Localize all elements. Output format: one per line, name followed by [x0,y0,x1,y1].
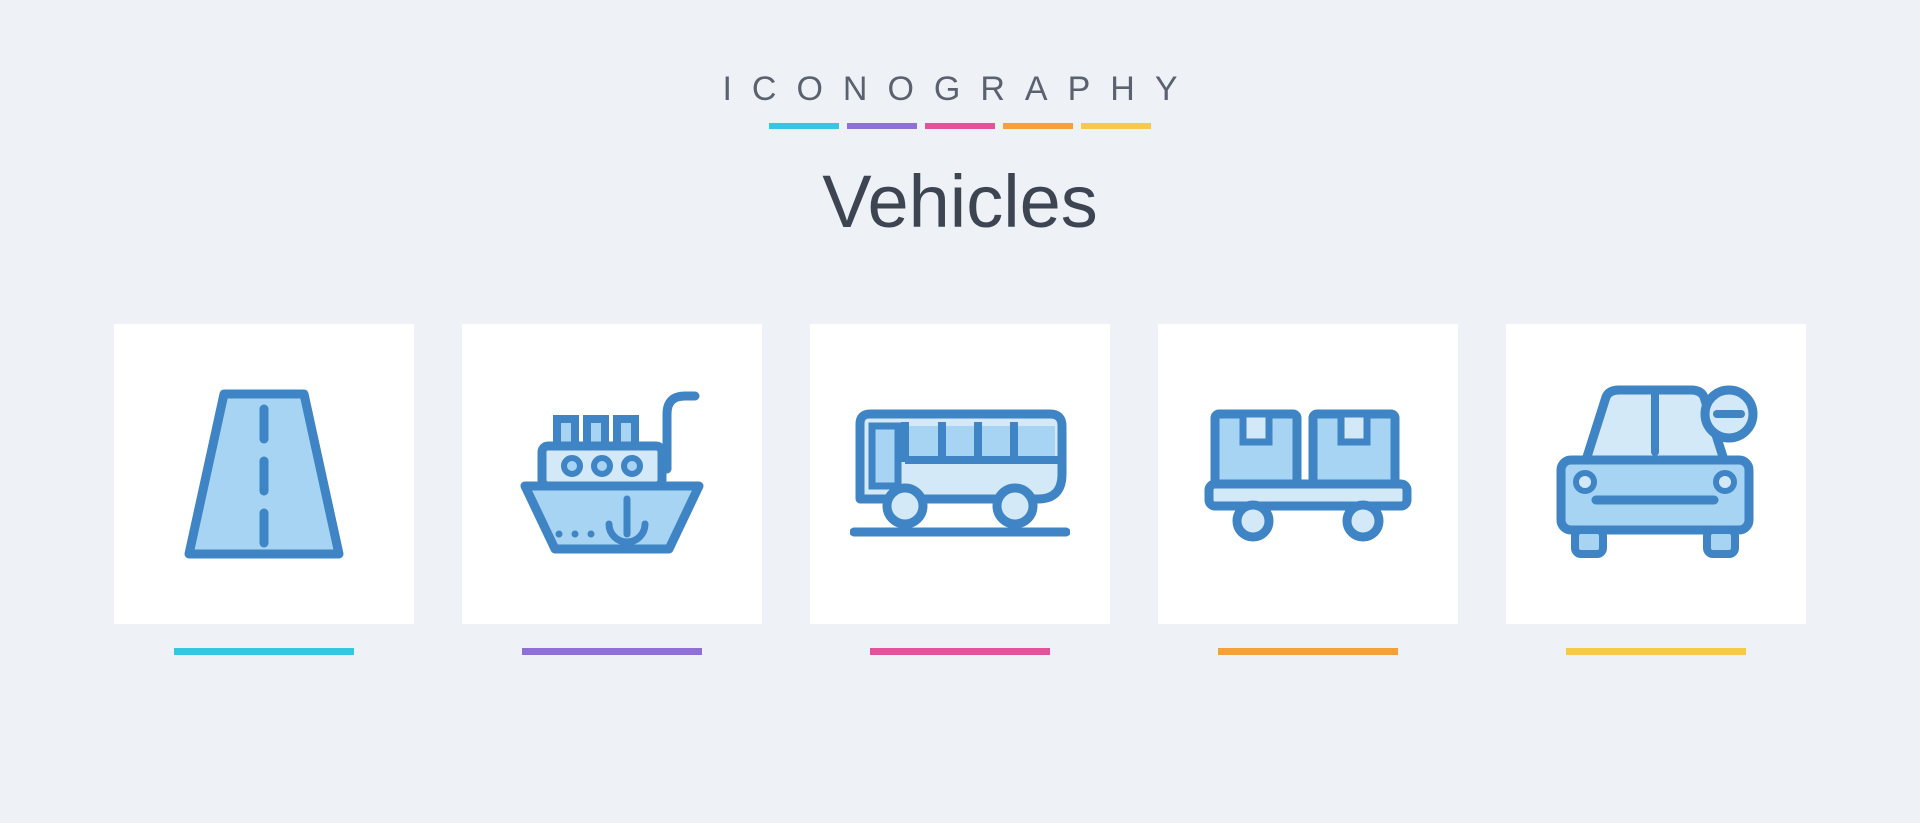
card-bus [810,324,1110,655]
car-icon [1551,382,1761,567]
header: ICONOGRAPHY Vehicles [0,0,1920,244]
card-underline-forklift [1218,648,1398,655]
card-car [1506,324,1806,655]
forklift-icon [1203,399,1413,549]
underline-seg-cyan [769,123,839,129]
brand-underline [0,123,1920,129]
card-forklift [1158,324,1458,655]
tile-ship [462,324,762,624]
page-title: Vehicles [0,159,1920,244]
road-icon [184,389,344,559]
ship-icon [517,384,707,564]
underline-seg-orange [1003,123,1073,129]
bus-icon [850,404,1070,544]
card-underline-road [174,648,354,655]
underline-seg-pink [925,123,995,129]
card-underline-bus [870,648,1050,655]
brand-label: ICONOGRAPHY [0,70,1920,109]
card-underline-ship [522,648,702,655]
icon-row [0,324,1920,655]
card-road [114,324,414,655]
tile-forklift [1158,324,1458,624]
tile-car [1506,324,1806,624]
tile-bus [810,324,1110,624]
card-underline-car [1566,648,1746,655]
tile-road [114,324,414,624]
underline-seg-purple [847,123,917,129]
card-ship [462,324,762,655]
underline-seg-yellow [1081,123,1151,129]
